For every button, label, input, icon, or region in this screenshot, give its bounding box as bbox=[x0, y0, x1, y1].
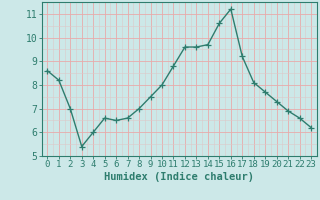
X-axis label: Humidex (Indice chaleur): Humidex (Indice chaleur) bbox=[104, 172, 254, 182]
